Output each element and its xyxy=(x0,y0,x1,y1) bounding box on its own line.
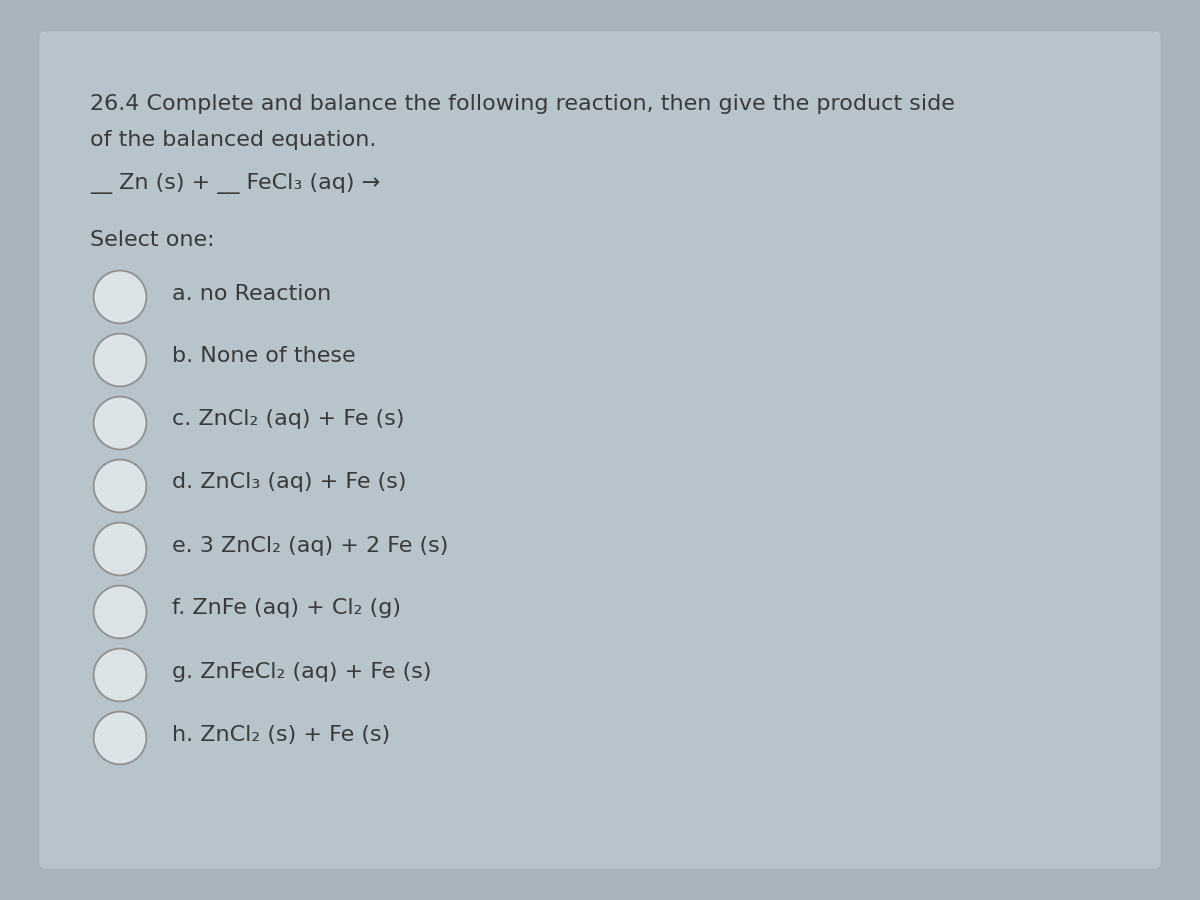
Text: 26.4 Complete and balance the following reaction, then give the product side: 26.4 Complete and balance the following … xyxy=(90,94,955,114)
Text: g. ZnFeCl₂ (aq) + Fe (s): g. ZnFeCl₂ (aq) + Fe (s) xyxy=(172,662,431,681)
Text: d. ZnCl₃ (aq) + Fe (s): d. ZnCl₃ (aq) + Fe (s) xyxy=(172,472,406,492)
Text: of the balanced equation.: of the balanced equation. xyxy=(90,130,377,150)
Text: e. 3 ZnCl₂ (aq) + 2 Fe (s): e. 3 ZnCl₂ (aq) + 2 Fe (s) xyxy=(172,536,448,555)
Ellipse shape xyxy=(94,271,146,323)
Ellipse shape xyxy=(94,460,146,512)
Ellipse shape xyxy=(94,586,146,638)
Ellipse shape xyxy=(94,397,146,449)
Text: h. ZnCl₂ (s) + Fe (s): h. ZnCl₂ (s) + Fe (s) xyxy=(172,724,390,744)
Ellipse shape xyxy=(94,523,146,575)
Text: b. None of these: b. None of these xyxy=(172,346,355,366)
Text: __ Zn (s) + __ FeCl₃ (aq) →: __ Zn (s) + __ FeCl₃ (aq) → xyxy=(90,173,380,194)
Ellipse shape xyxy=(94,649,146,701)
Text: f. ZnFe (aq) + Cl₂ (g): f. ZnFe (aq) + Cl₂ (g) xyxy=(172,598,401,618)
Ellipse shape xyxy=(94,712,146,764)
Ellipse shape xyxy=(94,334,146,386)
Text: c. ZnCl₂ (aq) + Fe (s): c. ZnCl₂ (aq) + Fe (s) xyxy=(172,410,404,429)
Text: a. no Reaction: a. no Reaction xyxy=(172,284,331,303)
Text: Select one:: Select one: xyxy=(90,230,215,249)
